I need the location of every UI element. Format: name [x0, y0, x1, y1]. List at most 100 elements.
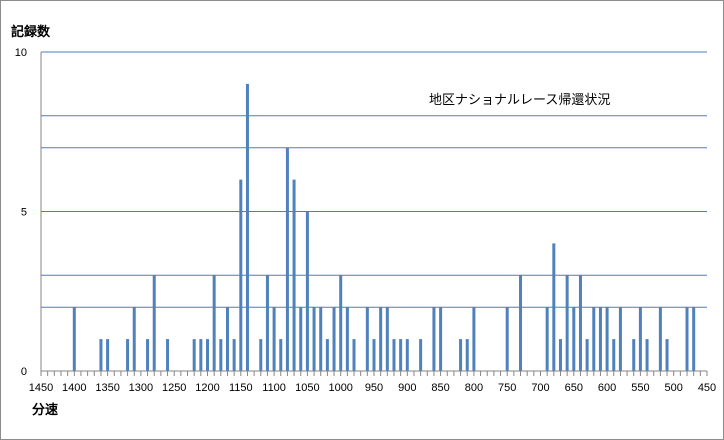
bar [385, 307, 389, 371]
x-tick-label: 600 [598, 382, 616, 394]
bar [578, 275, 582, 371]
bar [352, 339, 356, 371]
bar [212, 275, 216, 371]
y-tick-labels: 0 5 10 [15, 47, 27, 378]
x-tick-label: 1250 [162, 382, 186, 394]
bar [259, 339, 263, 371]
x-tick-label: 800 [465, 382, 483, 394]
bar [685, 307, 689, 371]
x-tick-label: 1300 [129, 382, 153, 394]
x-tick-label: 1200 [195, 382, 219, 394]
chart-annotation: 地区ナショナルレース帰還状況 [429, 92, 610, 108]
bar [645, 339, 649, 371]
x-tick-label: 1350 [95, 382, 119, 394]
bar [572, 307, 576, 371]
bar [465, 339, 469, 371]
bar [166, 339, 170, 371]
bar [392, 339, 396, 371]
bars [72, 83, 696, 372]
bar [319, 307, 323, 371]
bar [152, 275, 156, 371]
bar [132, 307, 136, 371]
bar [126, 339, 130, 371]
y-tick-label: 0 [21, 366, 27, 378]
bar [272, 307, 276, 371]
bar [552, 243, 556, 371]
bar [372, 339, 376, 371]
x-tick-label: 550 [631, 382, 649, 394]
bar [505, 307, 509, 371]
bar [265, 275, 269, 371]
bar [279, 339, 283, 371]
bar [292, 179, 296, 371]
bar [472, 307, 476, 371]
bar [332, 307, 336, 371]
bar [285, 147, 289, 371]
bar [419, 339, 423, 371]
bar [146, 339, 150, 371]
x-tick-label: 700 [531, 382, 549, 394]
bar [632, 339, 636, 371]
bar [692, 307, 696, 371]
x-axis-title: 分速 [32, 402, 58, 418]
bar [658, 307, 662, 371]
x-tick-label: 450 [698, 382, 716, 394]
x-tick-labels: 1450 1400 1350 1300 1250 1200 1150 1100 1050 1000… [29, 382, 716, 394]
bar [638, 307, 642, 371]
bar [312, 307, 316, 371]
bar [605, 307, 609, 371]
bar [399, 339, 403, 371]
bar [405, 339, 409, 371]
bar [339, 275, 343, 371]
x-tick-label: 1450 [29, 382, 53, 394]
bar [106, 339, 110, 371]
bar [459, 339, 463, 371]
axes [40, 52, 708, 376]
y-tick-label: 5 [21, 207, 27, 219]
x-tick-label: 1150 [229, 382, 253, 394]
y-tick-label: 10 [15, 47, 27, 59]
y-axis-title: 記録数 [11, 24, 51, 40]
bar [432, 307, 436, 371]
bar [665, 339, 669, 371]
bar [219, 339, 223, 371]
x-tick-label: 950 [365, 382, 383, 394]
bar [379, 307, 383, 371]
bar [365, 307, 369, 371]
bar [199, 339, 203, 371]
x-tick-label: 1000 [328, 382, 352, 394]
x-tick-label: 500 [665, 382, 683, 394]
x-tick-label: 1050 [295, 382, 319, 394]
bar [239, 179, 243, 371]
bar [245, 83, 249, 372]
x-tick-label: 1100 [262, 382, 286, 394]
bar [325, 339, 329, 371]
bar [565, 275, 569, 371]
y-gridlines [41, 51, 707, 308]
bar [192, 339, 196, 371]
bar [545, 307, 549, 371]
bar [585, 339, 589, 371]
bar [72, 307, 76, 371]
bar [345, 307, 349, 371]
bar [439, 307, 443, 371]
bar [305, 211, 309, 371]
bar [592, 307, 596, 371]
bar [558, 339, 562, 371]
x-tick-label: 1400 [62, 382, 86, 394]
x-tick-label: 850 [431, 382, 449, 394]
bar [99, 339, 103, 371]
bar [299, 307, 303, 371]
bar [206, 339, 209, 371]
x-tick-label: 650 [565, 382, 583, 394]
bar [598, 307, 602, 371]
bar [618, 307, 622, 371]
bar [225, 307, 229, 371]
bar [612, 339, 616, 371]
bar [519, 275, 523, 371]
x-tick-label: 750 [498, 382, 516, 394]
bar [232, 339, 236, 371]
x-tick-label: 900 [398, 382, 416, 394]
